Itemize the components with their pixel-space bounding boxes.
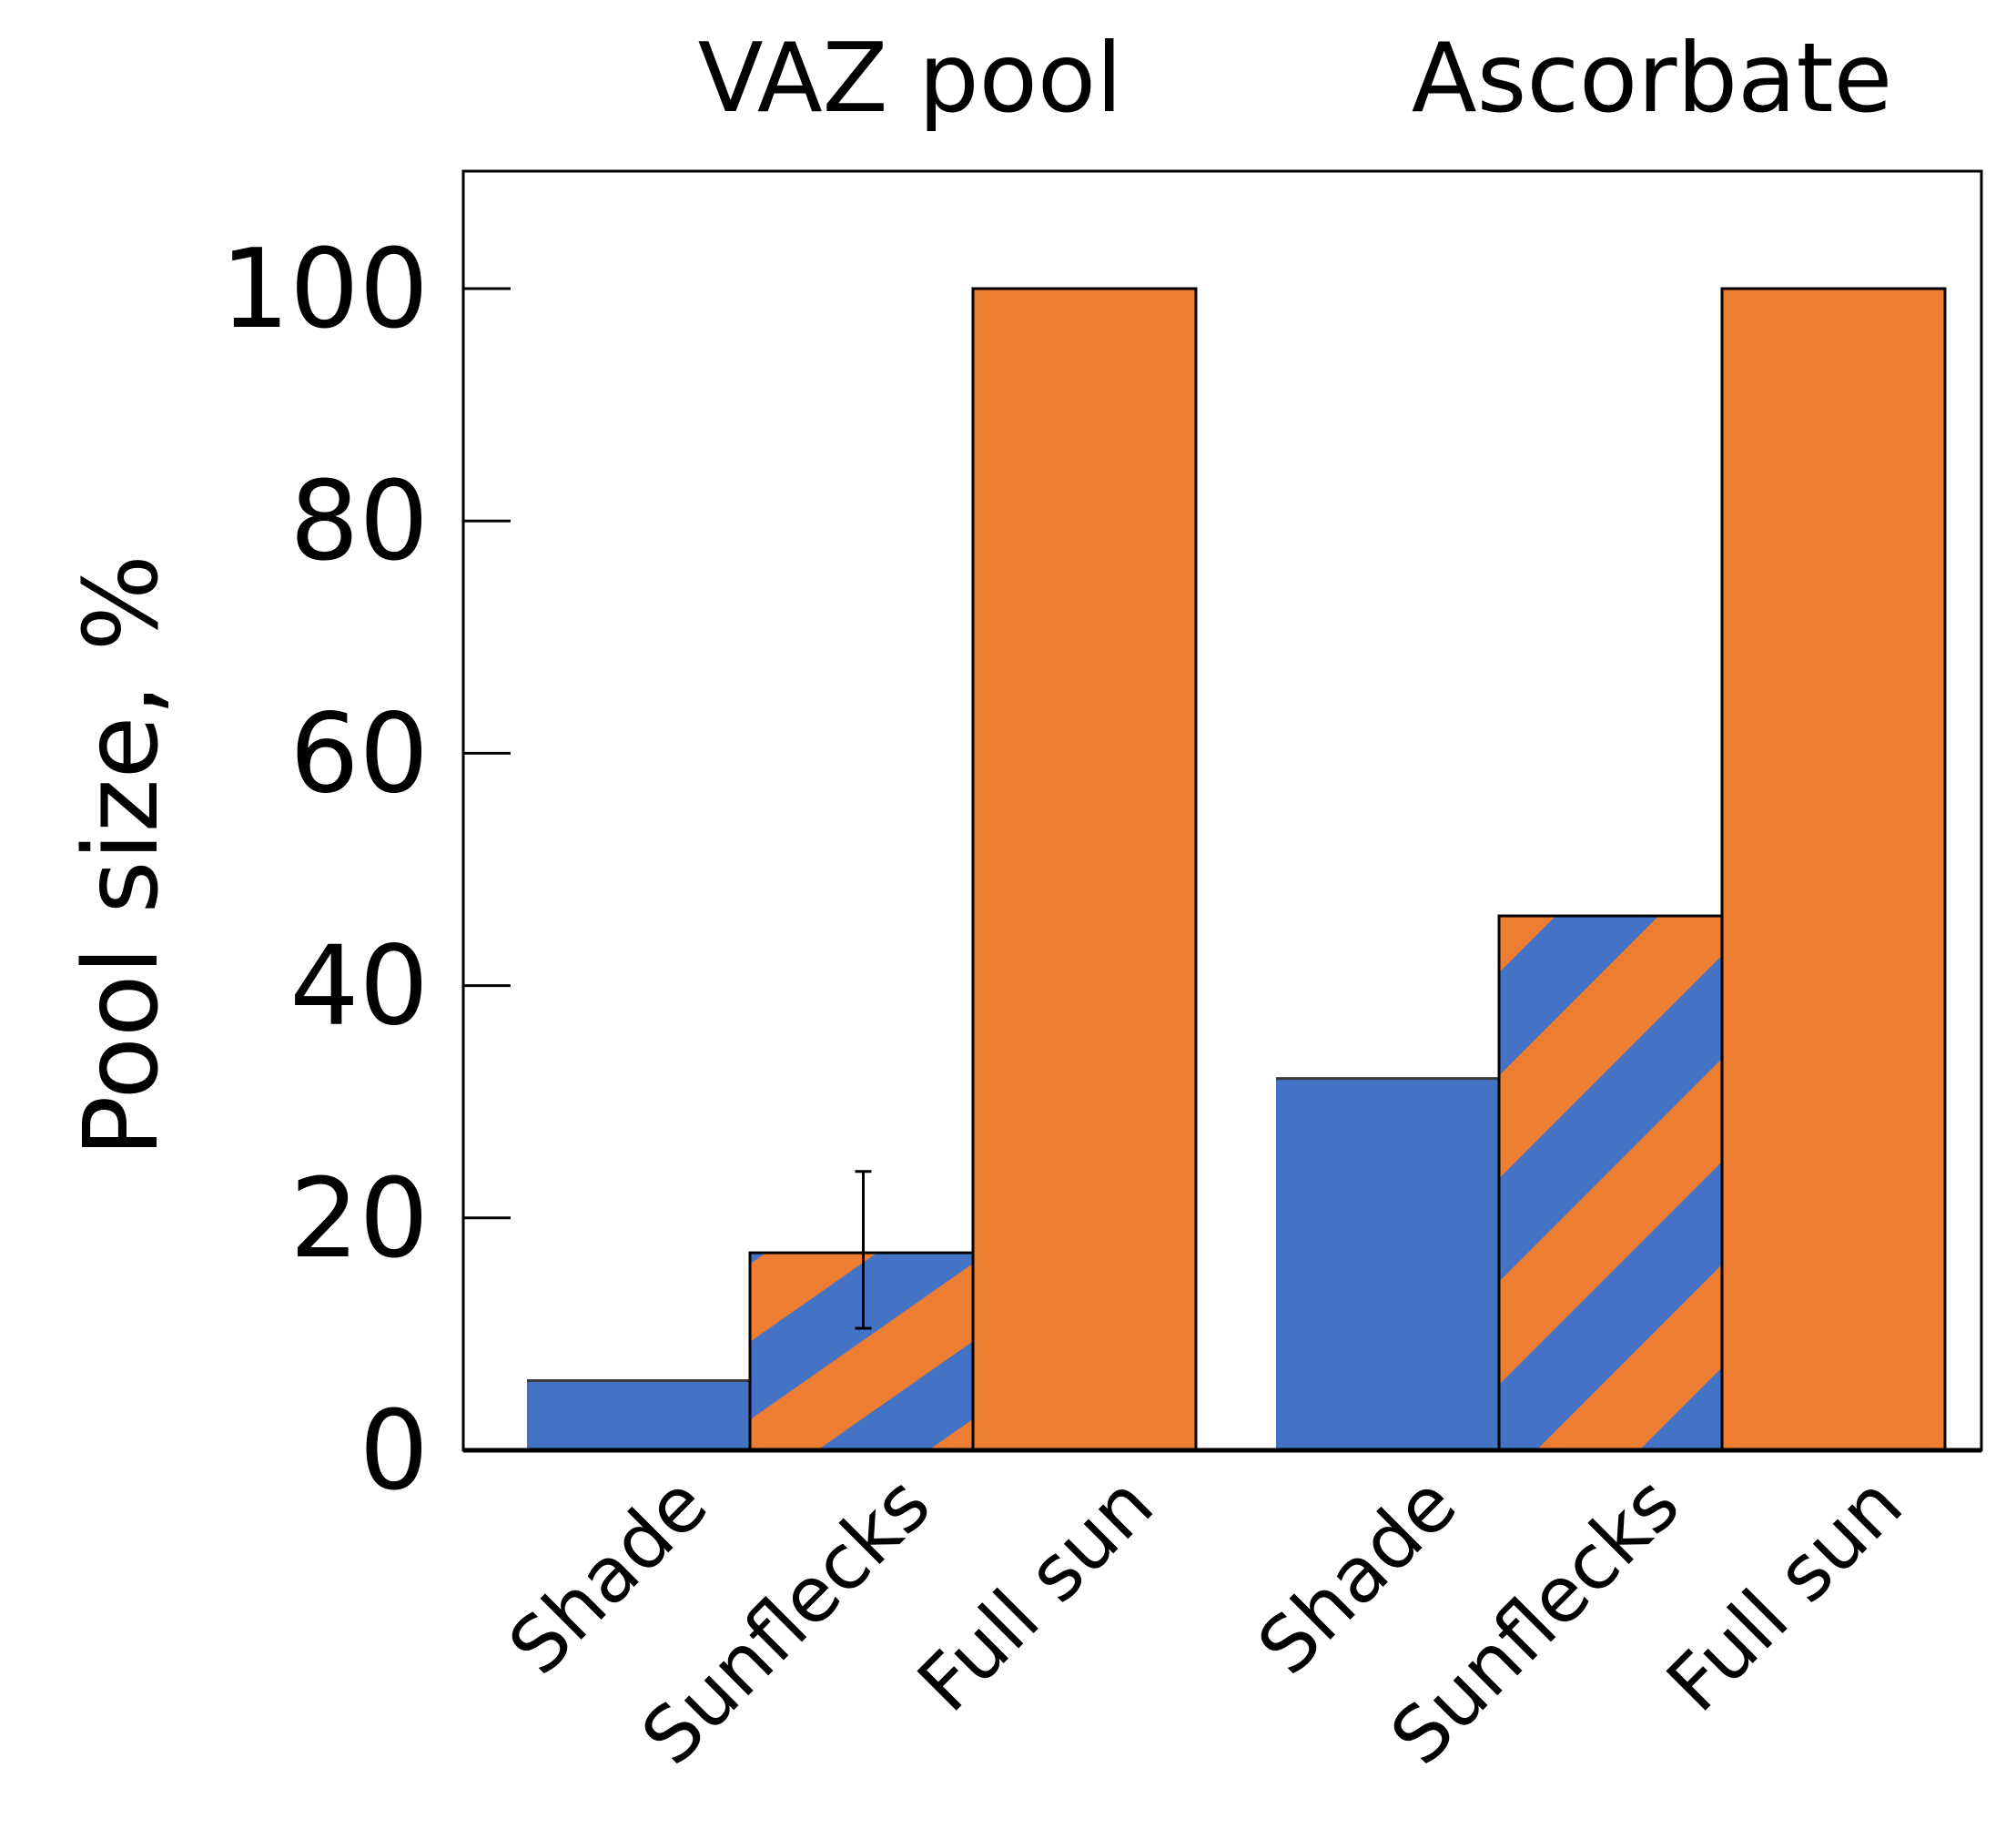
y-tick-label-40: 40: [289, 924, 429, 1051]
error-bars: [855, 1170, 872, 1330]
bar-ascorbate-sunflecks: [1497, 914, 1724, 1452]
y-tick-label-0: 0: [360, 1388, 429, 1515]
bars: [527, 287, 1947, 1452]
y-tick-label-80: 80: [289, 459, 429, 585]
bar-vaz-shade: [527, 1380, 750, 1450]
category-label-full-sun: Full sun: [1650, 1459, 1920, 1729]
bar-ascorbate-full-sun: [1720, 287, 1947, 1452]
category-label-full-sun: Full sun: [901, 1459, 1170, 1729]
y-axis-title: Pool size, %: [63, 554, 181, 1157]
bar-vaz-full-sun: [971, 287, 1198, 1452]
y-tick-label-20: 20: [289, 1156, 429, 1283]
y-axis: 0 20 40 60 80 100: [220, 227, 511, 1515]
group-title-vaz-pool: VAZ pool: [698, 23, 1123, 134]
bar-vaz-sunflecks: [748, 1251, 975, 1452]
y-tick-label-100: 100: [220, 227, 429, 353]
group-title-ascorbate: Ascorbate: [1412, 23, 1892, 134]
y-tick-label-60: 60: [289, 691, 429, 818]
bar-ascorbate-shade: [1276, 1078, 1499, 1450]
error-bar-sunflecks: [855, 1170, 872, 1330]
